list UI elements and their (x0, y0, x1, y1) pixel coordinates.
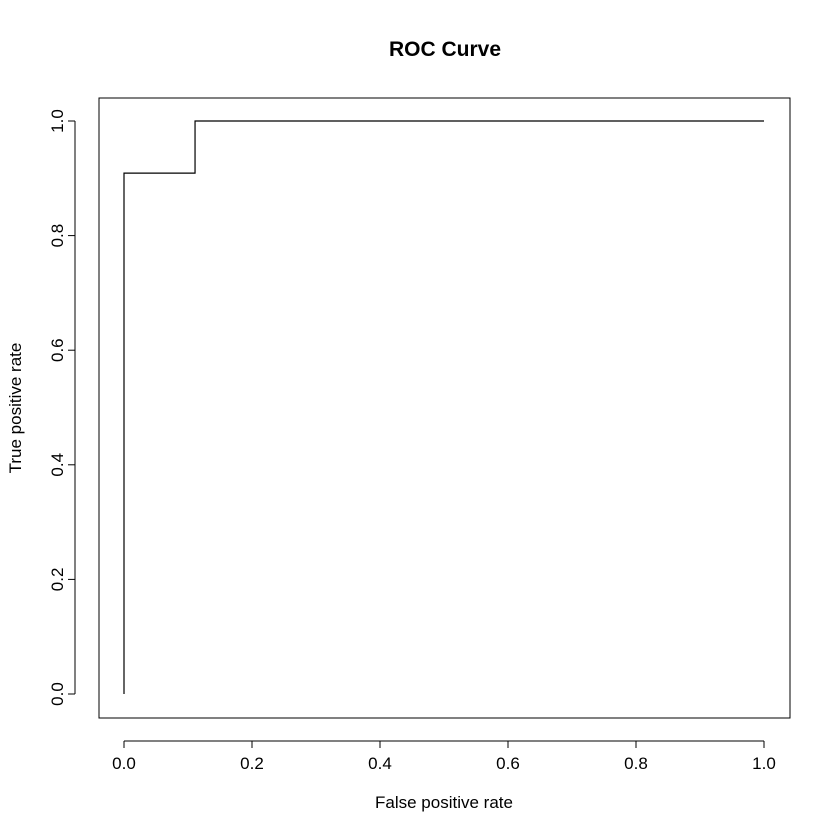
plot-frame (98, 97, 791, 719)
roc-curve-line (123, 120, 764, 694)
y-tick-label: 0.8 (48, 224, 67, 248)
x-tick-label: 1.0 (752, 754, 776, 773)
y-tick-label: 1.0 (48, 109, 67, 133)
y-axis: 0.0 0.2 0.4 0.6 0.8 1.0 (48, 109, 76, 706)
y-tick-label: 0.4 (48, 453, 67, 477)
y-axis-label: True positive rate (6, 343, 25, 474)
y-tick-label: 0.6 (48, 338, 67, 362)
x-axis: 0.0 0.2 0.4 0.6 0.8 1.0 (112, 740, 776, 773)
x-tick-label: 0.6 (496, 754, 520, 773)
y-tick-label: 0.2 (48, 568, 67, 592)
x-tick-label: 0.0 (112, 754, 136, 773)
x-tick-label: 0.8 (624, 754, 648, 773)
x-tick-label: 0.2 (240, 754, 264, 773)
y-tick-label: 0.0 (48, 682, 67, 706)
x-axis-label: False positive rate (375, 793, 513, 812)
roc-series (123, 120, 764, 694)
chart-title: ROC Curve (389, 38, 501, 61)
x-tick-label: 0.4 (368, 754, 392, 773)
